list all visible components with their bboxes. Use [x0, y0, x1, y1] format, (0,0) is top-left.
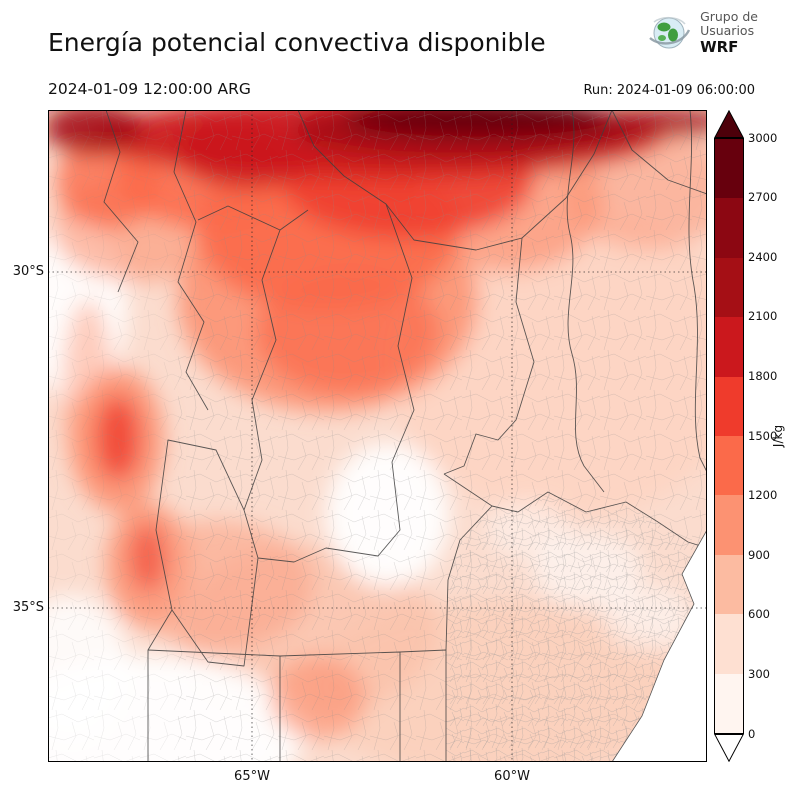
- colorbar-arrow-up: [714, 110, 744, 138]
- colorbar-tick-label: 2400: [748, 249, 778, 264]
- colorbar-segments: [714, 138, 744, 734]
- map-frame: [48, 110, 707, 762]
- colorbar-segment: [715, 554, 743, 615]
- colorbar: [714, 110, 744, 762]
- colorbar-arrow-down: [714, 734, 744, 762]
- province-boundaries: [103, 110, 707, 762]
- colorbar-unit-label: J/kg: [771, 424, 785, 448]
- colorbar-segment: [715, 317, 743, 377]
- colorbar-tick-label: 1800: [748, 368, 778, 383]
- colorbar-tick-label: 2100: [748, 309, 778, 324]
- globe-icon: [649, 16, 691, 49]
- colorbar-tick-label: 1500: [748, 428, 778, 443]
- colorbar-tick-label: 600: [748, 607, 770, 622]
- page-title: Energía potencial convectiva disponible: [48, 28, 546, 57]
- colorbar-tick-label: 900: [748, 547, 770, 562]
- coastline: [611, 529, 707, 762]
- graticule: [48, 110, 707, 762]
- colorbar-segment: [715, 673, 743, 734]
- logo-line-2: Usuarios: [700, 23, 755, 39]
- cape-map: [48, 110, 707, 762]
- colorbar-tick-label: 300: [748, 666, 770, 681]
- department-boundaries: [48, 110, 707, 762]
- lon-label-60w: 60°W: [494, 769, 530, 784]
- colorbar-segment: [715, 436, 743, 496]
- wrf-logo: Grupo de Usuarios WRF: [646, 9, 758, 56]
- lat-label-35s: 35°S: [12, 600, 44, 615]
- colorbar-tick-label: 3000: [748, 130, 778, 145]
- colorbar-segment: [715, 614, 743, 674]
- valid-time-label: 2024-01-09 12:00:00 ARG: [48, 80, 251, 98]
- cape-map-canvas: [48, 110, 707, 762]
- colorbar-segment: [715, 198, 743, 258]
- lon-label-65w: 65°W: [234, 769, 270, 784]
- colorbar-ticks: 3000 2700 2400 2100 1800 1500 1200 900 600 300 0: [748, 110, 784, 762]
- run-time-label: Run: 2024-01-09 06:00:00: [583, 83, 755, 98]
- lat-label-30s: 30°S: [12, 264, 44, 279]
- colorbar-segment: [715, 257, 743, 318]
- logo-text: Grupo de Usuarios WRF: [700, 9, 758, 56]
- colorbar-segment: [715, 376, 743, 437]
- colorbar-segment: [715, 139, 743, 199]
- logo-line-1: Grupo de: [700, 9, 758, 24]
- colorbar-tick-label: 1200: [748, 488, 778, 503]
- colorbar-tick-label: 0: [748, 726, 756, 741]
- logo-line-3: WRF: [700, 37, 739, 56]
- colorbar-segment: [715, 495, 743, 555]
- colorbar-tick-label: 2700: [748, 190, 778, 205]
